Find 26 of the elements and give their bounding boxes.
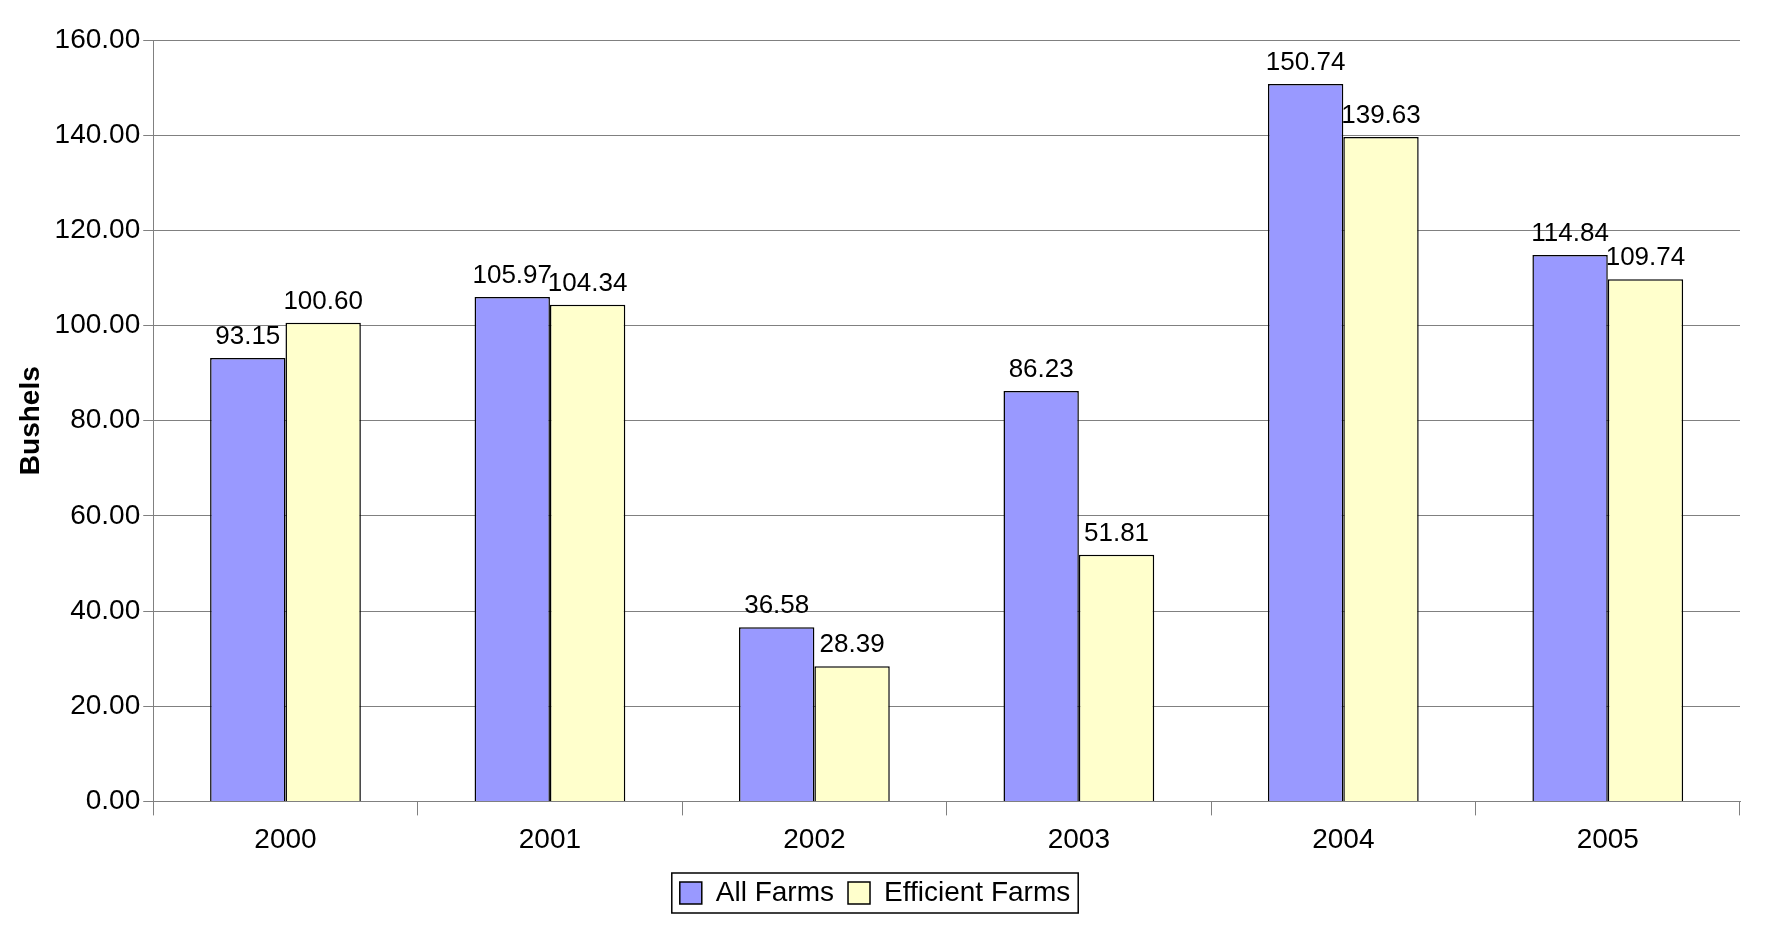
data-label: 51.81: [1084, 517, 1150, 548]
data-label: 28.39: [819, 628, 885, 659]
legend-label: Efficient Farms: [884, 875, 1071, 907]
y-tick-label: 60.00: [70, 498, 141, 530]
data-label: 36.58: [744, 589, 810, 620]
y-tick-label: 160.00: [54, 22, 141, 54]
x-tick-label: 2005: [1576, 822, 1639, 854]
y-axis-title: Bushels: [13, 366, 45, 476]
data-label: 100.60: [283, 284, 363, 315]
y-tick-label: 80.00: [70, 403, 141, 435]
data-label: 86.23: [1008, 353, 1074, 384]
legend-label: All Farms: [715, 875, 835, 907]
x-tick-label: 2000: [254, 822, 317, 854]
y-tick-label: 120.00: [54, 213, 141, 245]
x-tick-label: 2002: [783, 822, 846, 854]
y-tick-label: 40.00: [70, 593, 141, 625]
data-label: 139.63: [1341, 99, 1421, 130]
y-tick-label: 0.00: [85, 784, 141, 816]
y-tick-label: 140.00: [54, 117, 141, 149]
data-label: 93.15: [215, 320, 281, 351]
y-tick-label: 20.00: [70, 688, 141, 720]
data-label: 150.74: [1265, 46, 1346, 77]
y-tick-label: 100.00: [54, 308, 141, 340]
x-tick-label: 2004: [1312, 822, 1375, 854]
x-tick-label: 2003: [1047, 822, 1110, 854]
x-tick-label: 2001: [518, 822, 582, 854]
